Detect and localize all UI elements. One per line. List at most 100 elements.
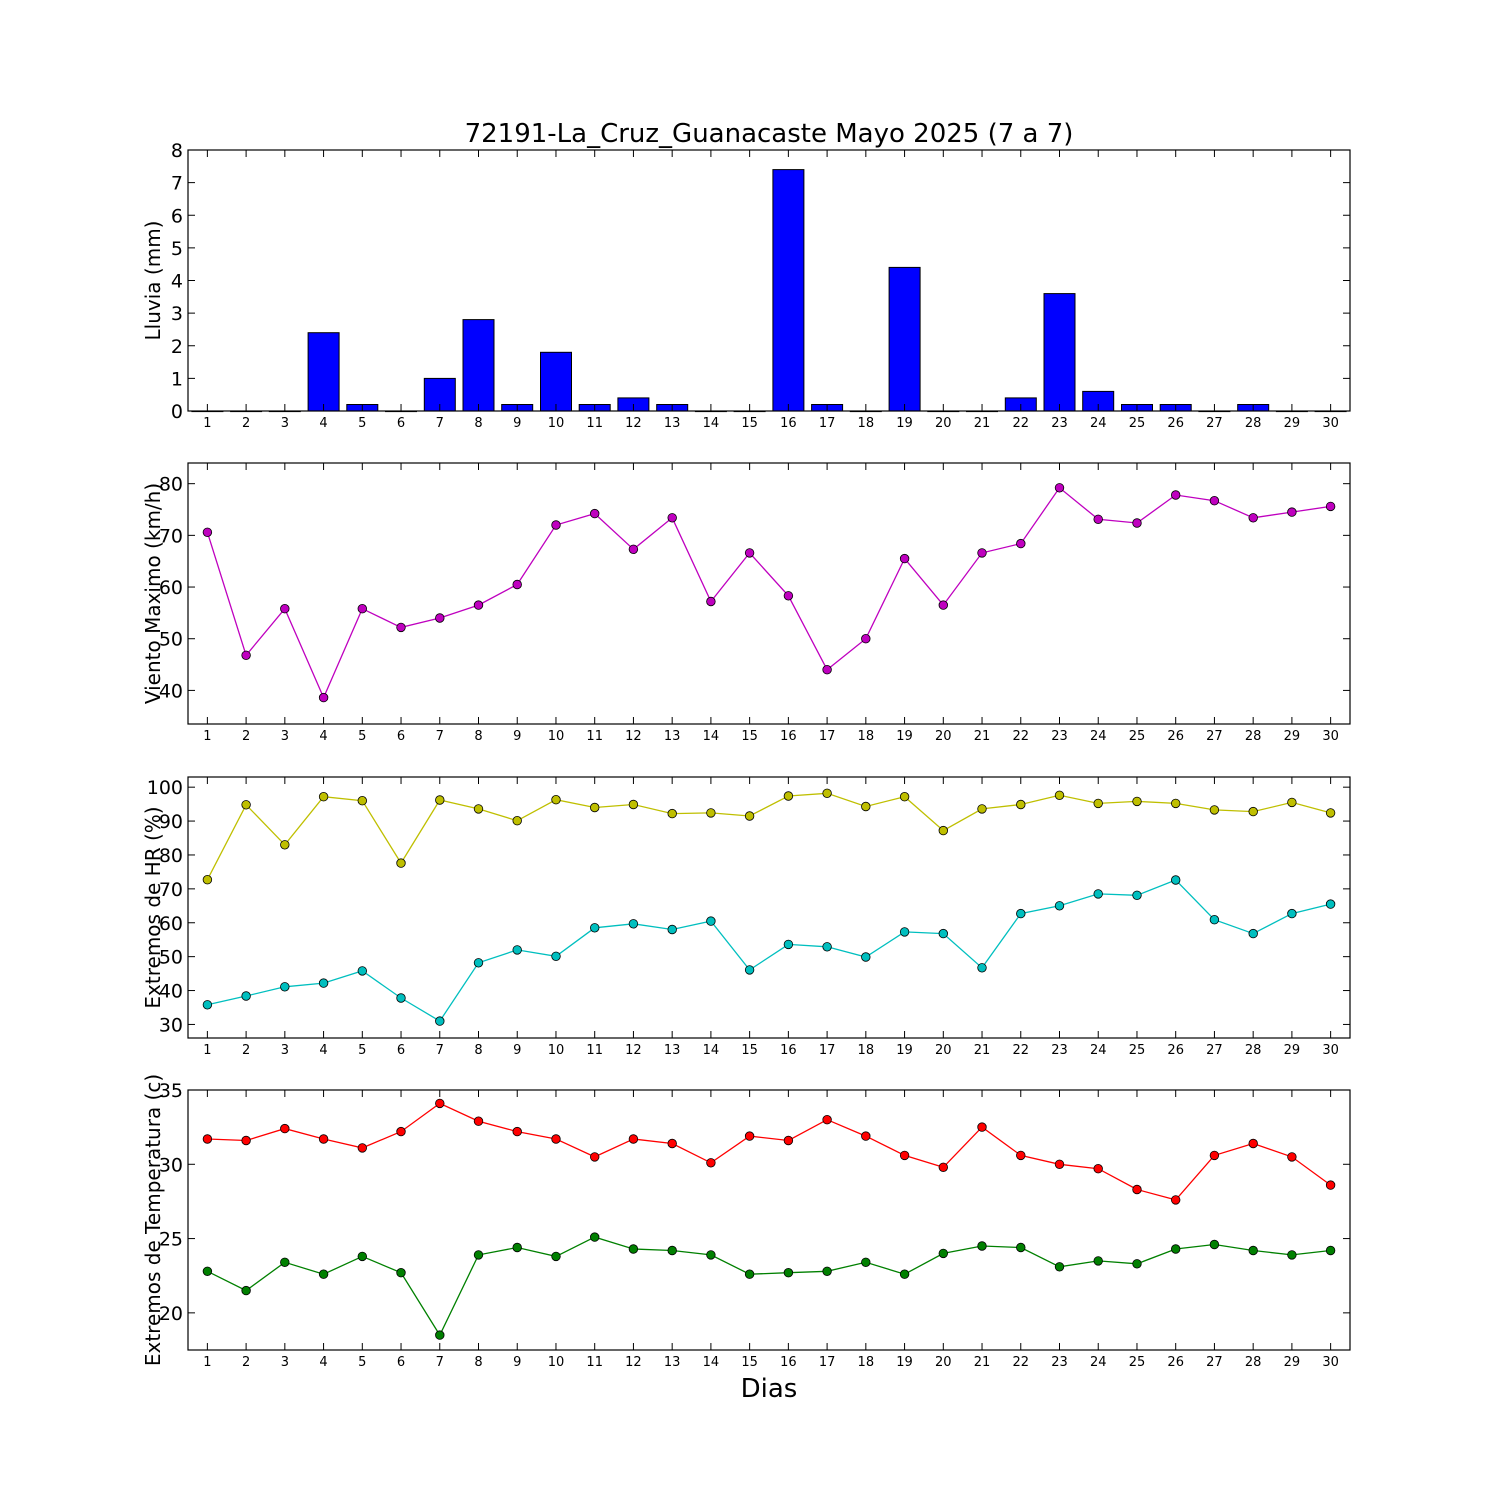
point-series-2-day-17	[822, 942, 832, 952]
x-tick-label: 11	[586, 416, 603, 431]
point-series-1-day-17	[822, 665, 832, 675]
x-tick-label: 13	[664, 416, 681, 431]
x-tick-label: 30	[1322, 416, 1339, 431]
x-tick-label: 21	[974, 729, 991, 744]
x-tick-label: 22	[1012, 729, 1029, 744]
y-tick-label: 70	[159, 525, 183, 547]
x-tick-label: 8	[474, 1355, 482, 1370]
x-tick-label: 6	[397, 729, 405, 744]
x-tick-label: 15	[741, 416, 758, 431]
point-series-2-day-22	[1016, 908, 1026, 919]
point-series-2-day-15	[744, 965, 755, 975]
point-series-2-day-6	[396, 993, 406, 1003]
x-tick-label: 23	[1051, 416, 1068, 431]
point-series-1-day-11	[590, 802, 600, 813]
x-tick-label: 7	[436, 1355, 444, 1370]
point-series-1-day-18	[861, 1131, 871, 1141]
series-line-1	[207, 1102, 1331, 1201]
x-tick-label: 11	[586, 1355, 603, 1370]
x-tick-label: 14	[703, 729, 720, 744]
x-tick-label: 13	[664, 729, 681, 744]
y-tick-label: 7	[171, 173, 183, 195]
x-tick-label: 30	[1322, 1355, 1339, 1370]
x-tick-label: 27	[1206, 1043, 1223, 1058]
x-tick-label: 24	[1090, 1355, 1107, 1370]
point-series-1-day-20	[938, 825, 949, 836]
point-series-1-day-10	[551, 795, 561, 805]
point-series-2-day-26	[1170, 875, 1181, 885]
point-series-1-day-11	[590, 1152, 600, 1162]
point-series-1-day-24	[1093, 1163, 1103, 1174]
point-series-1-day-2	[241, 1135, 251, 1146]
x-tick-label: 5	[358, 1355, 366, 1370]
point-series-2-day-28	[1248, 1245, 1258, 1256]
point-series-1-day-1	[202, 527, 213, 538]
x-tick-label: 15	[741, 1355, 758, 1370]
x-tick-label: 9	[513, 1355, 521, 1370]
x-tick-label: 25	[1129, 729, 1146, 744]
point-series-1-day-24	[1093, 514, 1103, 525]
point-series-1-day-4	[318, 692, 329, 703]
x-tick-label: 28	[1245, 1043, 1262, 1058]
x-tick-label: 26	[1167, 1355, 1184, 1370]
y-tick-label: 50	[159, 629, 183, 651]
point-series-1-day-5	[357, 796, 368, 806]
x-tick-label: 4	[319, 729, 327, 744]
x-tick-label: 18	[858, 1043, 875, 1058]
x-tick-label: 1	[203, 416, 211, 431]
point-series-1-day-26	[1170, 798, 1181, 809]
point-series-1-day-3	[280, 1123, 290, 1134]
series-line-1	[206, 792, 1331, 880]
x-tick-label: 4	[319, 1355, 327, 1370]
x-tick-label: 26	[1167, 729, 1184, 744]
point-series-2-day-29	[1287, 1250, 1297, 1260]
point-series-1-day-25	[1132, 1184, 1142, 1195]
point-series-2-day-20	[938, 1248, 949, 1259]
point-series-1-day-20	[938, 600, 949, 610]
x-tick-label: 10	[548, 1043, 565, 1058]
y-axis-label: Extremos de Temperatura (c)	[141, 1074, 165, 1366]
point-series-1-day-4	[318, 1134, 329, 1144]
x-tick-label: 26	[1167, 416, 1184, 431]
point-series-1-day-26	[1170, 490, 1181, 500]
point-series-1-day-15	[744, 548, 755, 558]
x-tick-label: 2	[242, 1043, 250, 1058]
point-series-2-day-12	[628, 1244, 639, 1254]
point-series-2-day-7	[435, 1330, 445, 1340]
y-tick-label: 60	[159, 577, 183, 599]
point-series-2-day-27	[1209, 1239, 1220, 1250]
point-series-1-day-30	[1325, 808, 1336, 818]
plot-frame	[187, 1089, 1351, 1351]
point-series-2-day-1	[202, 1266, 213, 1277]
bar-day-8	[462, 319, 495, 412]
point-series-1-day-28	[1248, 1138, 1258, 1149]
x-tick-label: 15	[741, 729, 758, 744]
x-tick-label: 27	[1206, 729, 1223, 744]
point-series-2-day-21	[977, 963, 987, 973]
point-series-2-day-14	[706, 1250, 716, 1260]
x-tick-label: 12	[625, 1043, 642, 1058]
point-series-1-day-4	[318, 792, 329, 802]
x-tick-label: 6	[397, 1043, 405, 1058]
x-tick-label: 3	[281, 729, 289, 744]
point-series-1-day-18	[861, 634, 871, 644]
x-tick-label: 27	[1206, 416, 1223, 431]
point-series-2-day-4	[318, 1269, 329, 1279]
x-tick-label: 22	[1012, 416, 1029, 431]
series-line-2	[207, 1236, 1331, 1337]
x-tick-label: 15	[741, 1043, 758, 1058]
point-series-2-day-19	[899, 1269, 910, 1279]
point-series-1-day-11	[590, 508, 600, 519]
x-tick-label: 17	[819, 1043, 836, 1058]
x-tick-label: 10	[548, 729, 565, 744]
point-series-1-day-14	[706, 808, 716, 818]
x-tick-label: 20	[935, 416, 952, 431]
point-series-1-day-13	[667, 1138, 677, 1149]
point-series-1-day-15	[744, 1131, 755, 1141]
x-tick-label: 19	[896, 1355, 913, 1370]
point-series-1-day-28	[1248, 806, 1258, 817]
y-tick-label: 50	[159, 947, 183, 969]
chart-title: 72191-La_Cruz_Guanacaste Mayo 2025 (7 a …	[465, 119, 1074, 149]
point-series-2-day-1	[202, 1000, 213, 1010]
